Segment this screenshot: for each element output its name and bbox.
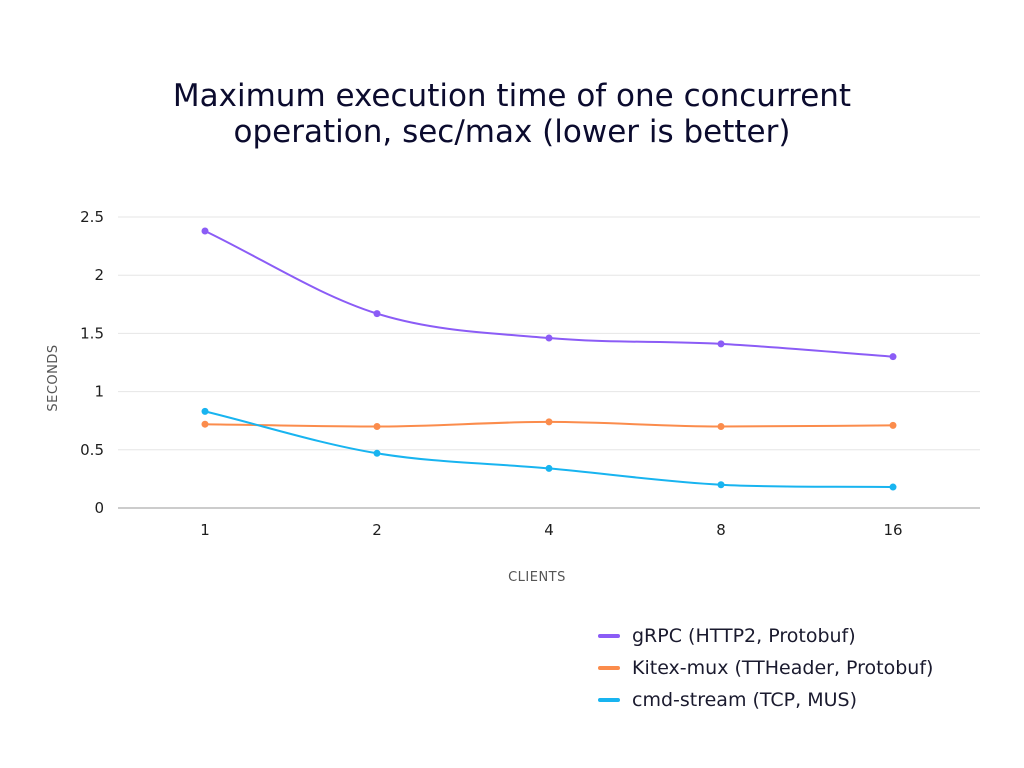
data-point-series-1-2 bbox=[545, 418, 553, 426]
data-point-series-2-2 bbox=[545, 464, 553, 472]
data-point-series-2-4 bbox=[889, 483, 897, 491]
legend-swatch bbox=[598, 698, 620, 702]
series-lines bbox=[201, 227, 897, 491]
x-tick-label: 2 bbox=[372, 521, 382, 539]
legend: gRPC (HTTP2, Protobuf) Kitex-mux (TTHeade… bbox=[598, 620, 933, 716]
legend-swatch bbox=[598, 634, 620, 638]
y-axis-ticks: 0 0.5 1 1.5 2 2.5 bbox=[80, 208, 104, 517]
legend-item: Kitex-mux (TTHeader, Protobuf) bbox=[598, 652, 933, 684]
x-tick-label: 16 bbox=[883, 521, 902, 539]
chart-title-line-2: operation, sec/max (lower is better) bbox=[233, 114, 791, 150]
data-point-series-0-0 bbox=[201, 227, 209, 235]
chart-title-line-1: Maximum execution time of one concurrent bbox=[172, 78, 852, 114]
x-tick-label: 8 bbox=[716, 521, 726, 539]
data-point-series-0-4 bbox=[889, 353, 897, 361]
data-point-series-1-4 bbox=[889, 421, 897, 429]
legend-label: cmd-stream (TCP, MUS) bbox=[632, 689, 857, 711]
data-point-series-0-1 bbox=[373, 310, 381, 318]
y-tick-label: 2 bbox=[94, 266, 104, 284]
data-point-series-1-3 bbox=[717, 423, 725, 431]
x-axis-ticks: 1 2 4 8 16 bbox=[200, 521, 902, 539]
data-point-series-0-3 bbox=[717, 340, 725, 348]
legend-label: gRPC (HTTP2, Protobuf) bbox=[632, 625, 856, 647]
y-tick-label: 1.5 bbox=[80, 324, 104, 342]
legend-swatch bbox=[598, 666, 620, 670]
x-axis-label: CLIENTS bbox=[508, 570, 566, 585]
chart-title: Maximum execution time of one concurrent… bbox=[0, 78, 1024, 150]
x-tick-label: 1 bbox=[200, 521, 210, 539]
y-tick-label: 0 bbox=[94, 499, 104, 517]
data-point-series-2-0 bbox=[201, 407, 209, 415]
y-axis-label: SECONDS bbox=[46, 344, 61, 411]
x-tick-label: 4 bbox=[544, 521, 554, 539]
data-point-series-1-0 bbox=[201, 420, 209, 428]
y-tick-label: 2.5 bbox=[80, 208, 104, 226]
data-point-series-1-1 bbox=[373, 423, 381, 431]
data-point-series-0-2 bbox=[545, 334, 553, 342]
y-tick-label: 0.5 bbox=[80, 441, 104, 459]
legend-item: gRPC (HTTP2, Protobuf) bbox=[598, 620, 933, 652]
data-point-series-2-1 bbox=[373, 449, 381, 457]
legend-item: cmd-stream (TCP, MUS) bbox=[598, 684, 933, 716]
data-point-series-2-3 bbox=[717, 481, 725, 489]
legend-label: Kitex-mux (TTHeader, Protobuf) bbox=[632, 657, 934, 679]
grid-lines bbox=[118, 216, 980, 509]
y-tick-label: 1 bbox=[94, 383, 104, 401]
